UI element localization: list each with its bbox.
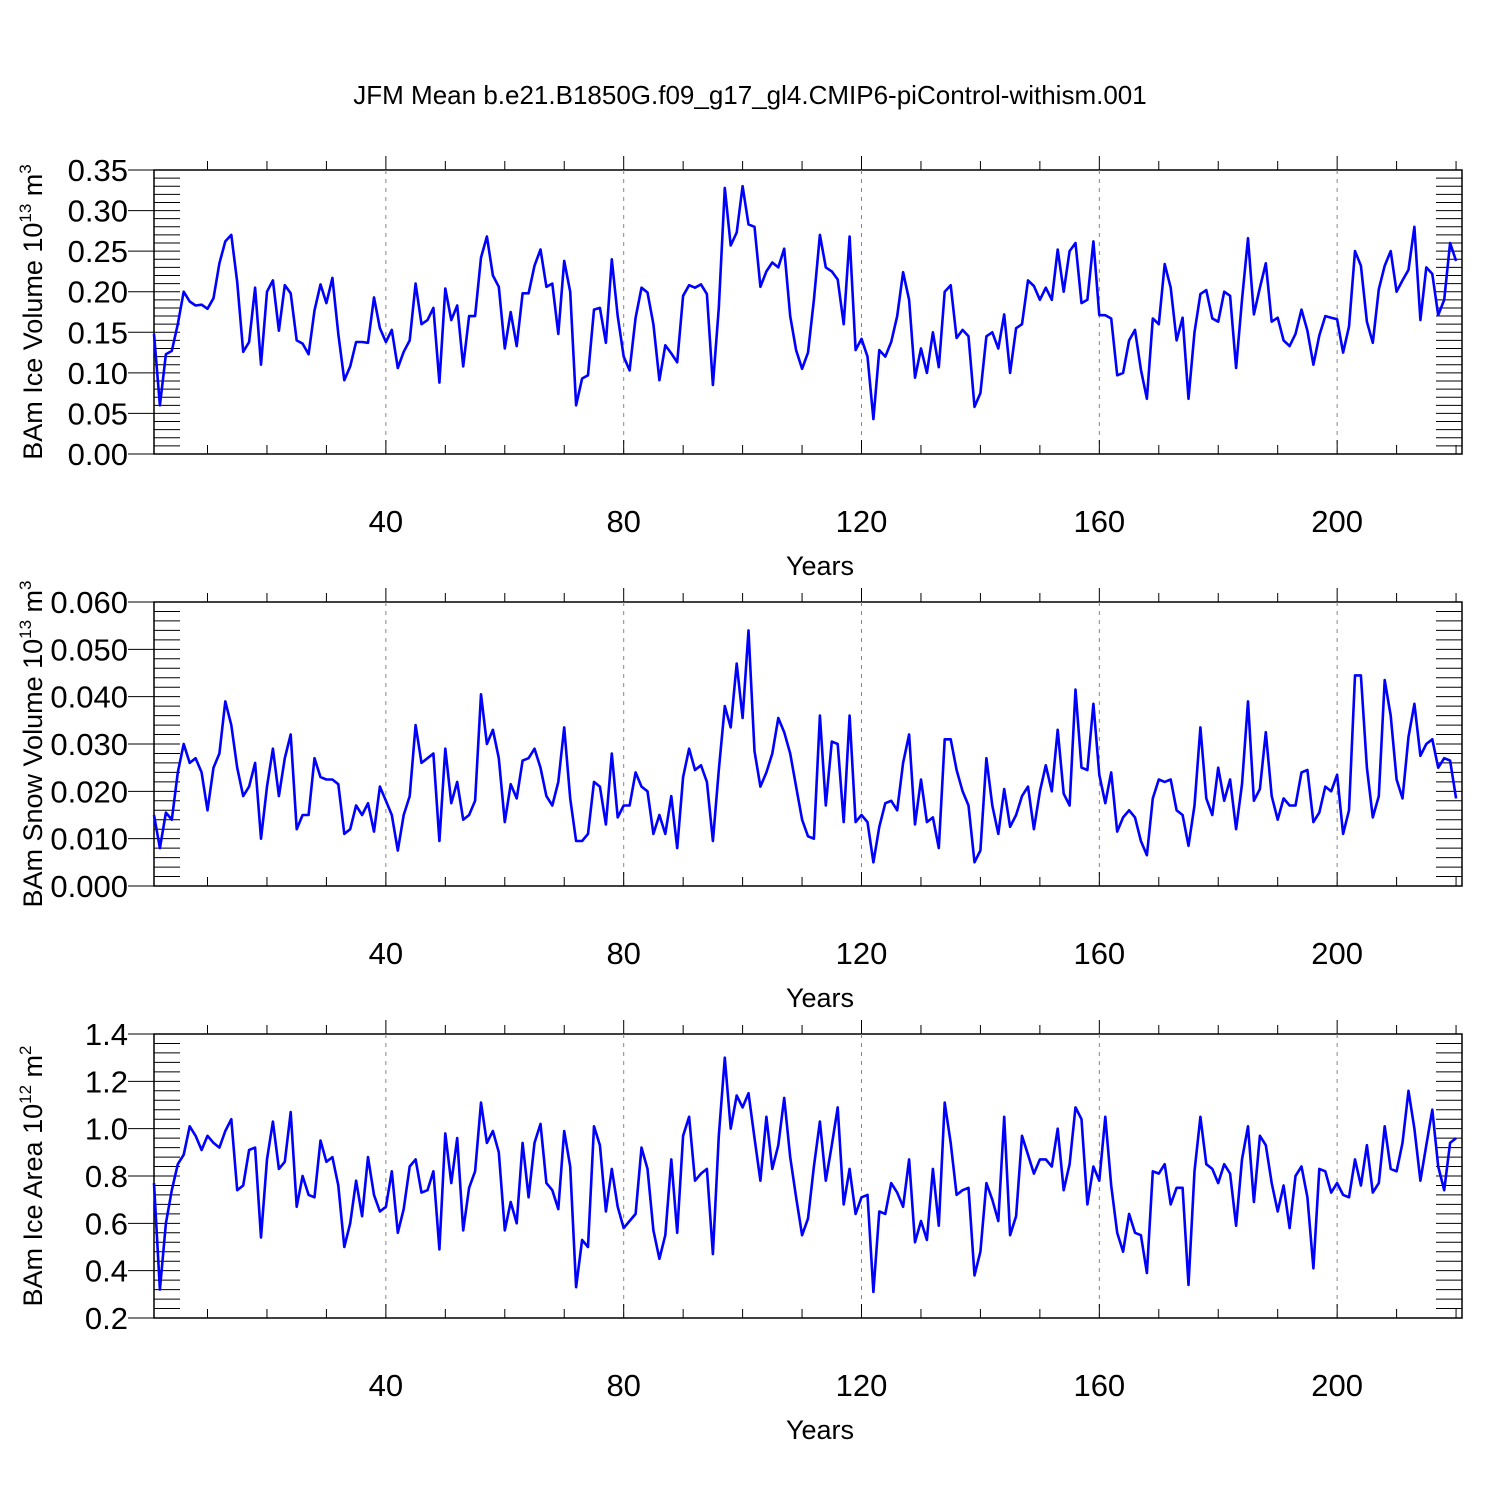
y-axis-title-text: BAm Ice Area 10 xyxy=(18,1104,48,1307)
y-axis-title-text: m xyxy=(18,590,48,620)
x-tick-label: 200 xyxy=(1311,1368,1363,1403)
plot-frame xyxy=(153,169,1463,455)
y-tick-label: 0.2 xyxy=(85,1301,128,1336)
x-tick-label: 200 xyxy=(1311,504,1363,539)
y-axis-title-text: m xyxy=(18,1055,48,1085)
x-tick-label: 80 xyxy=(606,1368,640,1403)
y-tick-label: 0.35 xyxy=(68,153,128,188)
y-tick-label: 0.10 xyxy=(68,356,128,391)
y-tick-label: 0.040 xyxy=(50,680,128,715)
y-axis-title-superscript: 3 xyxy=(16,164,35,173)
y-tick-label: 0.30 xyxy=(68,194,128,229)
y-tick-label: 0.6 xyxy=(85,1206,128,1241)
y-tick-label: 0.15 xyxy=(68,315,128,350)
y-tick-label: 0.030 xyxy=(50,727,128,762)
y-axis-title-text: BAm Ice Volume 10 xyxy=(18,223,48,460)
x-tick-label: 160 xyxy=(1073,504,1125,539)
x-tick-label: 80 xyxy=(606,936,640,971)
x-tick-label: 120 xyxy=(836,936,888,971)
series-line xyxy=(152,1056,1457,1294)
y-tick-label: 0.20 xyxy=(68,275,128,310)
chart-panel-1: 0.00 0.05 0.10 0.15 0.20 0.25 0.30 0.35 40 80 120 1… xyxy=(16,153,1463,581)
y-axis-title-text: BAm Snow Volume 10 xyxy=(18,639,48,908)
series-line xyxy=(152,629,1458,864)
y-tick-label: 0.060 xyxy=(50,585,128,620)
y-axis-title-text: m xyxy=(18,174,48,204)
y-axis-title-superscript: 2 xyxy=(16,1046,35,1055)
y-tick-label: 0.8 xyxy=(85,1159,128,1194)
plot-frame xyxy=(153,1033,1463,1319)
x-axis-title: Years xyxy=(786,551,854,581)
x-tick-label: 120 xyxy=(836,504,888,539)
x-tick-label: 200 xyxy=(1311,936,1363,971)
y-axis-title: BAm Snow Volume 1013 m3 xyxy=(16,580,48,907)
y-tick-label: 0.05 xyxy=(68,396,128,431)
y-axis-title: BAm Ice Volume 1013 m3 xyxy=(16,164,48,460)
y-tick-label: 0.010 xyxy=(50,822,128,857)
y-tick-label: 0.020 xyxy=(50,774,128,809)
x-tick-label: 40 xyxy=(369,936,403,971)
y-tick-label: 1.4 xyxy=(85,1017,128,1052)
y-axis-title-superscript: 13 xyxy=(16,204,35,223)
x-tick-label: 120 xyxy=(836,1368,888,1403)
x-tick-label: 40 xyxy=(369,504,403,539)
y-axis-title-superscript: 3 xyxy=(16,580,35,589)
y-tick-label: 1.2 xyxy=(85,1064,128,1099)
y-tick-label: 0.000 xyxy=(50,869,128,904)
page-title: JFM Mean b.e21.B1850G.f09_g17_gl4.CMIP6-… xyxy=(353,80,1147,110)
chart-panel-3: 0.2 0.4 0.6 0.8 1.0 1.2 1.4 40 80 120 160 200 Years B… xyxy=(16,1017,1463,1445)
chart-panel-2: 0.000 0.010 0.020 0.030 0.040 0.050 0.060 40 80 1… xyxy=(16,580,1463,1013)
y-tick-label: 0.00 xyxy=(68,437,128,472)
y-tick-label: 0.050 xyxy=(50,632,128,667)
x-tick-label: 80 xyxy=(606,504,640,539)
y-axis-title: BAm Ice Area 1012 m2 xyxy=(16,1046,48,1307)
x-axis-title: Years xyxy=(786,1415,854,1445)
x-tick-label: 40 xyxy=(369,1368,403,1403)
series-line xyxy=(152,184,1458,421)
x-tick-label: 160 xyxy=(1073,936,1125,971)
y-axis-title-superscript: 13 xyxy=(16,620,35,639)
x-axis-title: Years xyxy=(786,983,854,1013)
x-tick-label: 160 xyxy=(1073,1368,1125,1403)
y-tick-label: 0.25 xyxy=(68,234,128,269)
y-tick-label: 0.4 xyxy=(85,1254,128,1289)
y-axis-title-superscript: 12 xyxy=(16,1085,35,1104)
y-tick-label: 1.0 xyxy=(85,1112,128,1147)
